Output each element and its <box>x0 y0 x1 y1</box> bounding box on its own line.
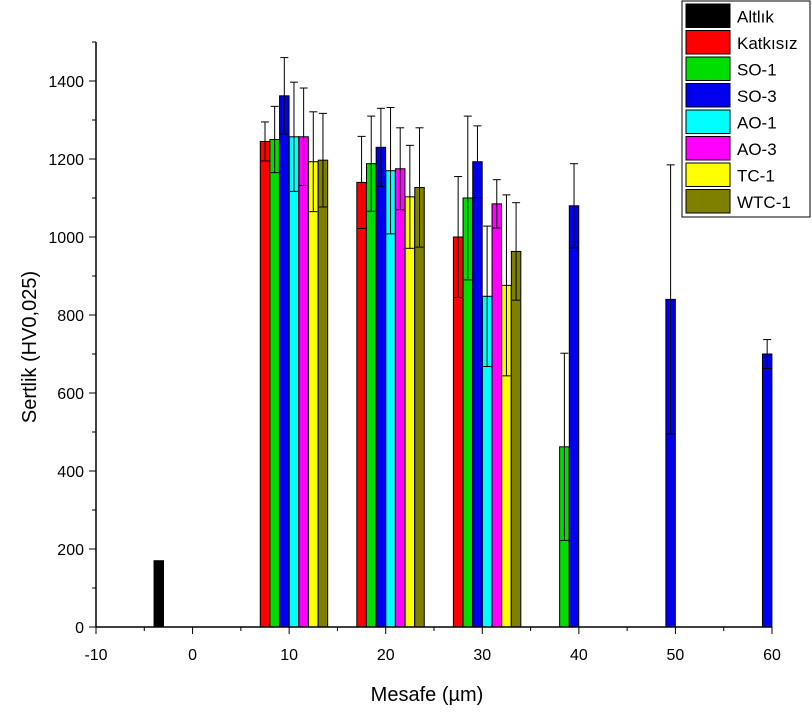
legend-label-TC-1: TC-1 <box>737 167 775 186</box>
error-bar-AO-3-21.5 <box>396 127 405 211</box>
bar-AO-3-11.5 <box>298 136 309 628</box>
bar-AO-1-10.5 <box>288 136 300 628</box>
y-tick-label: 200 <box>57 542 84 559</box>
x-tick-label: 0 <box>188 647 197 664</box>
error-bar-SO-3-29.5 <box>473 125 482 199</box>
x-tick-label: 40 <box>570 647 588 664</box>
bar-AO-3-21.5 <box>394 168 406 628</box>
bar-AO-1-20.5 <box>385 170 396 628</box>
error-bar-SO-3-39.5 <box>570 163 579 249</box>
y-tick-label: 600 <box>57 386 84 403</box>
error-bar-SO-1-18.5 <box>367 115 376 212</box>
bar-AO-3-31.5 <box>491 203 503 628</box>
bar-SO-3-19.5 <box>375 146 387 628</box>
y-axis-title: Sertlik (HV0,025) <box>19 271 41 423</box>
legend-label-Katkısız: Katkısız <box>737 34 797 53</box>
y-tick-label: 1400 <box>48 74 84 91</box>
error-bar-TC-1-32.5 <box>502 194 511 377</box>
y-tick-label: 1200 <box>48 152 84 169</box>
x-tick-label: 60 <box>763 647 781 664</box>
error-bar-Katkısız-17.5 <box>357 135 366 229</box>
legend-swatch-AO-1 <box>685 109 731 134</box>
bar-Katkısız-7.5 <box>259 140 271 628</box>
y-tick-label: 1000 <box>48 230 84 247</box>
error-bar-WTC-1-33.5 <box>512 202 521 301</box>
legend-swatch-Altlık <box>685 3 731 28</box>
error-bar-TC-1-12.5 <box>309 111 318 213</box>
y-tick-label: 400 <box>57 464 84 481</box>
legend-swatch-AO-3 <box>685 136 731 161</box>
bar-TC-1-22.5 <box>404 196 416 628</box>
error-bar-SO-1-38.5 <box>560 352 569 541</box>
legend-swatch-SO-3 <box>685 83 731 108</box>
error-bar-AO-1-10.5 <box>289 81 298 192</box>
bar-SO-1-18.5 <box>365 163 377 628</box>
legend: Altlık Katkısız SO-1 SO-3 AO-1 AO-3 TC-1 WTC-1 <box>681 0 811 218</box>
y-tick-label: 0 <box>75 620 84 637</box>
bar-Altlık--3.5 <box>153 560 165 628</box>
x-axis-title: Mesafe (µm) <box>371 684 484 706</box>
legend-label-SO-1: SO-1 <box>737 61 777 80</box>
error-bar-TC-1-22.5 <box>405 144 414 249</box>
error-bar-AO-1-20.5 <box>386 107 395 235</box>
error-bar-Katkısız-7.5 <box>261 121 269 162</box>
x-tick-label: -10 <box>84 647 107 664</box>
error-bar-AO-3-11.5 <box>299 87 308 187</box>
error-bar-WTC-1-13.5 <box>318 112 327 208</box>
error-bar-SO-3-49.5 <box>666 164 675 435</box>
bars-layer <box>153 57 773 628</box>
error-bar-WTC-1-23.5 <box>415 127 424 248</box>
legend-swatch-Katkısız <box>685 30 731 55</box>
bar-WTC-1-23.5 <box>414 186 425 628</box>
bar-TC-1-12.5 <box>308 161 319 628</box>
x-tick-label: 50 <box>667 647 685 664</box>
error-bar-SO-3-19.5 <box>376 107 385 187</box>
legend-label-Altlık: Altlık <box>737 8 774 27</box>
error-bar-SO-3-9.5 <box>280 57 289 135</box>
error-bar-AO-1-30.5 <box>483 225 492 367</box>
bar-Katkısız-17.5 <box>356 181 367 628</box>
error-bar-SO-3-59.5 <box>763 339 772 369</box>
error-bar-SO-1-8.5 <box>270 105 279 174</box>
legend-swatch-SO-1 <box>685 56 731 81</box>
bar-SO-1-8.5 <box>269 139 280 628</box>
bar-SO-3-39.5 <box>568 205 580 628</box>
axes-layer: -10 0 10 20 30 40 50 60020040060080010001200140… <box>48 41 781 664</box>
bar-SO-3-29.5 <box>472 161 483 628</box>
bar-SO-3-9.5 <box>279 95 290 628</box>
bar-WTC-1-33.5 <box>510 250 522 628</box>
y-tick-label: 800 <box>57 308 84 325</box>
legend-swatch-WTC-1 <box>685 189 731 214</box>
error-bar-SO-1-28.5 <box>463 115 472 281</box>
legend-swatch-TC-1 <box>685 162 731 187</box>
legend-label-AO-3: AO-3 <box>737 140 777 159</box>
error-bar-Katkısız-27.5 <box>454 176 463 298</box>
legend-label-WTC-1: WTC-1 <box>737 193 791 212</box>
x-tick-label: 10 <box>280 647 298 664</box>
error-bar-AO-3-31.5 <box>492 179 501 229</box>
x-tick-label: 20 <box>377 647 395 664</box>
bar-SO-3-59.5 <box>761 353 773 628</box>
bar-WTC-1-13.5 <box>317 159 329 628</box>
legend-label-SO-3: SO-3 <box>737 87 777 106</box>
legend-label-AO-1: AO-1 <box>737 114 777 133</box>
x-tick-label: 30 <box>473 647 491 664</box>
